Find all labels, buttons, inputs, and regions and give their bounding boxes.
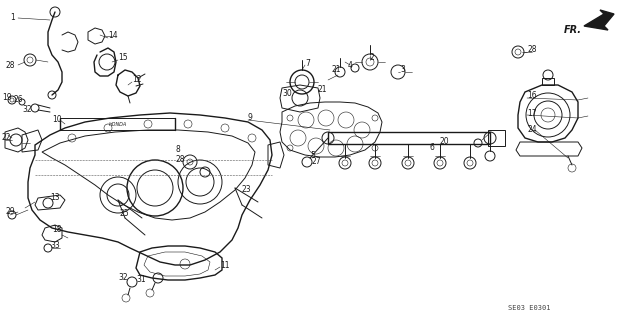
- Text: 30: 30: [282, 88, 292, 98]
- Text: HONDA: HONDA: [109, 122, 127, 127]
- Text: 1: 1: [10, 13, 15, 23]
- Text: 22: 22: [2, 133, 12, 143]
- Text: 9: 9: [248, 114, 253, 122]
- Text: 32: 32: [22, 106, 31, 115]
- Text: 10: 10: [52, 115, 61, 124]
- Text: 3: 3: [400, 65, 405, 75]
- Text: 21: 21: [332, 65, 342, 75]
- Text: 12: 12: [132, 76, 141, 85]
- Text: 33: 33: [50, 241, 60, 249]
- Text: 20: 20: [440, 137, 450, 146]
- Text: 31: 31: [136, 276, 146, 285]
- Text: 6: 6: [430, 143, 435, 152]
- Text: 4: 4: [348, 62, 353, 70]
- Text: 27: 27: [312, 158, 322, 167]
- Text: 32: 32: [118, 273, 127, 283]
- Text: 15: 15: [118, 54, 127, 63]
- Text: SE03 E0301: SE03 E0301: [508, 305, 550, 311]
- Text: 28: 28: [527, 46, 536, 55]
- Text: 28: 28: [175, 155, 184, 165]
- Text: 2: 2: [370, 54, 375, 63]
- Text: 8: 8: [175, 145, 180, 154]
- Text: 28: 28: [5, 61, 15, 70]
- Text: 23: 23: [242, 186, 252, 195]
- Text: 5: 5: [310, 151, 315, 160]
- Text: 26: 26: [14, 95, 24, 105]
- Text: 7: 7: [305, 58, 310, 68]
- Text: 18: 18: [52, 226, 61, 234]
- Text: 11: 11: [220, 261, 230, 270]
- Text: 14: 14: [108, 32, 118, 41]
- Text: 21: 21: [318, 85, 328, 94]
- Text: 29: 29: [5, 207, 15, 217]
- Polygon shape: [584, 10, 614, 30]
- Text: 17: 17: [527, 108, 536, 117]
- Text: 16: 16: [527, 92, 536, 100]
- Text: FR.: FR.: [564, 25, 582, 35]
- Text: 13: 13: [50, 194, 60, 203]
- Text: 25: 25: [120, 209, 130, 218]
- Text: 19: 19: [2, 93, 12, 102]
- Text: 24: 24: [528, 125, 538, 135]
